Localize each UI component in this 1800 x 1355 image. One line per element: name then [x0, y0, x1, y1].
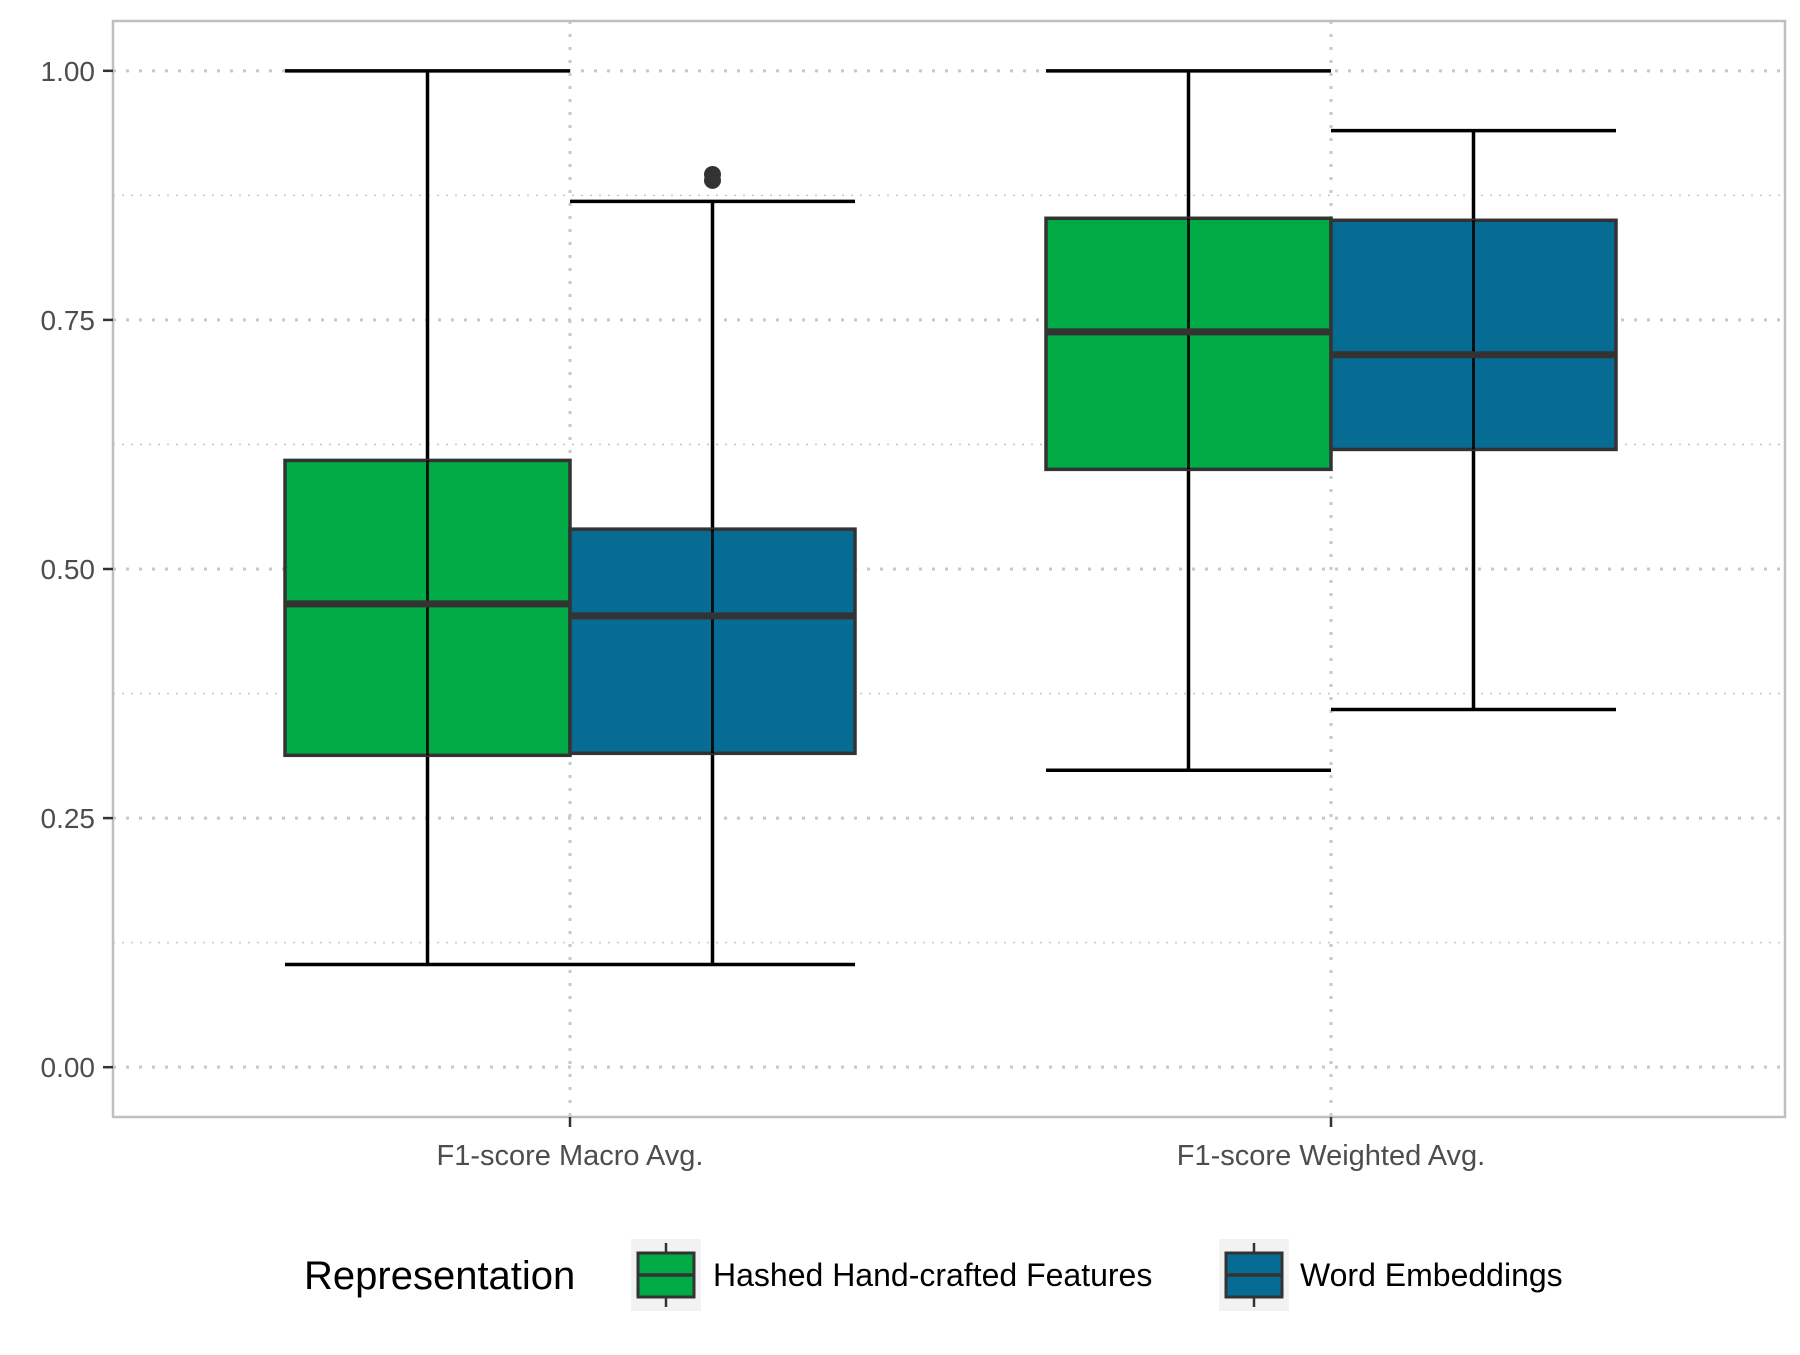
boxplot-hashed-hand-crafted-features-1	[1044, 69, 1333, 773]
axis-layer: 0.00 0.25 0.50 0.75 1.00 F1-score Macro Avg. F…	[41, 56, 1486, 1172]
legend-key	[631, 1239, 701, 1311]
boxplot-word-embeddings-1	[1329, 128, 1618, 712]
legend-title: Representation	[304, 1254, 575, 1298]
x-tick-label: F1-score Weighted Avg.	[1177, 1140, 1485, 1172]
x-tick-label: F1-score Macro Avg.	[436, 1140, 703, 1172]
legend-key	[1219, 1239, 1289, 1311]
y-tick-label: 0.75	[41, 305, 96, 336]
box-layer	[283, 69, 1618, 967]
y-tick-label: 1.00	[41, 56, 96, 87]
boxplot-word-embeddings-0	[568, 165, 857, 967]
boxplot-hashed-hand-crafted-features-0	[283, 69, 572, 967]
legend-label: Hashed Hand-crafted Features	[713, 1257, 1152, 1293]
y-tick-label: 0.00	[41, 1052, 96, 1083]
outlier-point	[704, 165, 721, 183]
legend: Representation Hashed Hand-crafted Featur…	[304, 1239, 1563, 1311]
y-tick-label: 0.50	[41, 554, 96, 585]
y-tick-label: 0.25	[41, 803, 96, 834]
legend-label: Word Embeddings	[1300, 1257, 1563, 1293]
